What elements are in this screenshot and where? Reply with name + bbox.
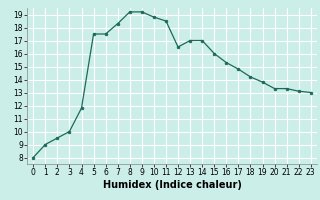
X-axis label: Humidex (Indice chaleur): Humidex (Indice chaleur) <box>103 180 241 190</box>
